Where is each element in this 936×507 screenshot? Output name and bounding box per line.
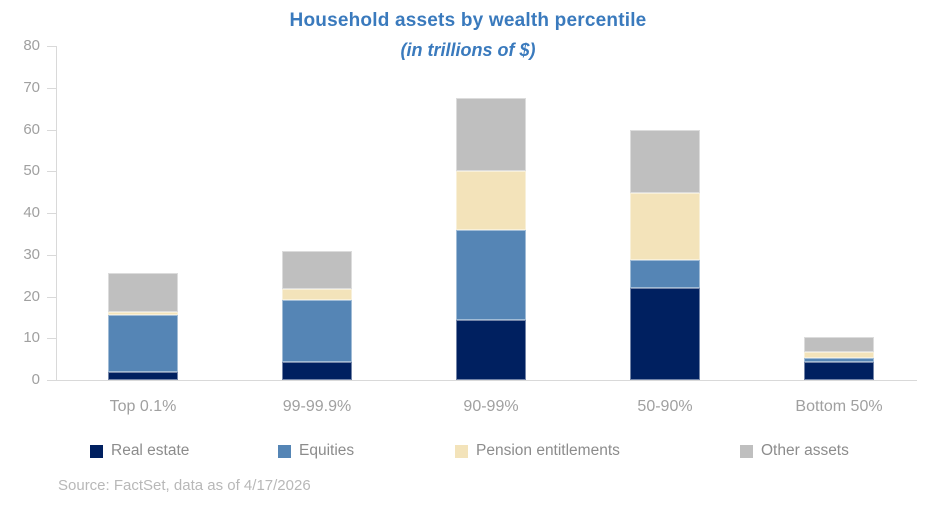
bar-column-99-99-9- xyxy=(282,251,352,380)
bar-segment-real-estate xyxy=(630,287,700,380)
legend-item-equities: Equities xyxy=(278,442,354,460)
legend-item-pension-entitlements: Pension entitlements xyxy=(455,442,620,460)
x-category-label: Bottom 50% xyxy=(795,398,883,415)
bar-segment-real-estate xyxy=(282,361,352,380)
bar-segment-pension-entitlements xyxy=(804,351,874,359)
legend-item-real-estate: Real estate xyxy=(90,442,189,460)
bar-segment-other-assets xyxy=(630,129,700,194)
bar-segment-real-estate xyxy=(804,361,874,380)
bar-segment-pension-entitlements xyxy=(456,170,526,231)
source-note: Source: FactSet, data as of 4/17/2026 xyxy=(58,477,311,494)
bar-segment-other-assets xyxy=(804,336,874,352)
legend-item-other-assets: Other assets xyxy=(740,442,849,460)
y-tick-label: 20 xyxy=(23,287,40,305)
chart-subtitle: (in trillions of $) xyxy=(400,40,536,60)
x-axis-line xyxy=(47,380,917,381)
legend-label: Equities xyxy=(299,442,355,459)
y-tick-mark xyxy=(47,46,56,47)
bar-segment-equities xyxy=(630,260,700,288)
legend-label: Pension entitlements xyxy=(476,442,620,459)
bar-segment-equities xyxy=(804,358,874,362)
y-tick-mark xyxy=(47,254,56,256)
legend-swatch-icon xyxy=(90,444,103,458)
bar-segment-other-assets xyxy=(282,251,352,290)
y-tick-label: 30 xyxy=(23,245,40,263)
bar-column-top-0-1- xyxy=(108,273,178,380)
y-tick-mark xyxy=(47,171,56,173)
y-axis-line xyxy=(56,46,57,380)
chart-title: Household assets by wealth percentile xyxy=(289,10,647,31)
bar-segment-pension-entitlements xyxy=(282,289,352,300)
bar-segment-real-estate xyxy=(108,371,178,380)
legend: Real estate Equities Pension entitlements O… xyxy=(0,442,936,462)
legend-swatch-icon xyxy=(740,444,753,458)
y-tick-mark xyxy=(47,129,56,131)
y-tick-label: 10 xyxy=(23,329,40,347)
y-tick-label: 0 xyxy=(31,371,40,388)
bar-segment-equities xyxy=(456,230,526,320)
bar-segment-equities xyxy=(108,314,178,372)
y-tick-label: 50 xyxy=(23,162,40,180)
legend-swatch-icon xyxy=(278,444,291,458)
y-tick-mark xyxy=(47,213,56,214)
bar-segment-other-assets xyxy=(108,273,178,312)
y-tick-label: 70 xyxy=(23,78,40,96)
y-tick-label: 80 xyxy=(23,37,40,54)
legend-swatch-icon xyxy=(455,444,468,458)
legend-label: Real estate xyxy=(111,442,190,459)
x-category-label: Top 0.1% xyxy=(109,398,177,415)
y-tick-label: 40 xyxy=(23,204,40,221)
bar-column-50-90- xyxy=(630,129,700,380)
x-category-label: 90-99% xyxy=(463,398,519,415)
bar-segment-other-assets xyxy=(456,97,526,171)
bar-segment-pension-entitlements xyxy=(108,311,178,315)
x-category-label: 50-90% xyxy=(637,398,693,415)
y-tick-mark xyxy=(47,338,56,340)
y-tick-mark xyxy=(47,87,56,89)
bar-segment-real-estate xyxy=(456,319,526,380)
bar-segment-pension-entitlements xyxy=(630,193,700,261)
y-tick-label: 60 xyxy=(23,120,40,138)
legend-label: Other assets xyxy=(761,442,849,459)
x-category-label: 99-99.9% xyxy=(282,398,352,415)
bar-column-bottom-50- xyxy=(804,336,874,380)
bar-segment-equities xyxy=(282,299,352,362)
y-tick-mark xyxy=(47,296,56,298)
bar-column-90-99- xyxy=(456,97,526,380)
